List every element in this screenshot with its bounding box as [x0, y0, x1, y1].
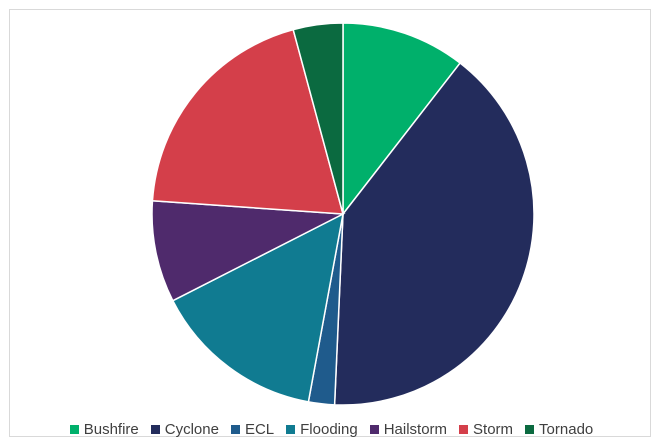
legend-item-cyclone: Cyclone: [151, 421, 219, 438]
legend-item-bushfire: Bushfire: [70, 421, 139, 438]
legend-label: ECL: [245, 421, 274, 438]
legend-item-ecl: ECL: [231, 421, 274, 438]
legend-item-hailstorm: Hailstorm: [370, 421, 447, 438]
legend-label: Flooding: [300, 421, 358, 438]
legend-swatch: [459, 425, 468, 434]
legend-swatch: [70, 425, 79, 434]
legend-swatch: [286, 425, 295, 434]
legend-label: Bushfire: [84, 421, 139, 438]
legend-label: Hailstorm: [384, 421, 447, 438]
legend-swatch: [370, 425, 379, 434]
legend: Bushfire Cyclone ECL Flooding Hailstorm Storm…: [0, 419, 663, 439]
legend-swatch: [231, 425, 240, 434]
legend-swatch: [151, 425, 160, 434]
legend-swatch: [525, 425, 534, 434]
legend-item-tornado: Tornado: [525, 421, 593, 438]
legend-item-storm: Storm: [459, 421, 513, 438]
legend-label: Cyclone: [165, 421, 219, 438]
legend-item-flooding: Flooding: [286, 421, 358, 438]
legend-label: Tornado: [539, 421, 593, 438]
legend-label: Storm: [473, 421, 513, 438]
